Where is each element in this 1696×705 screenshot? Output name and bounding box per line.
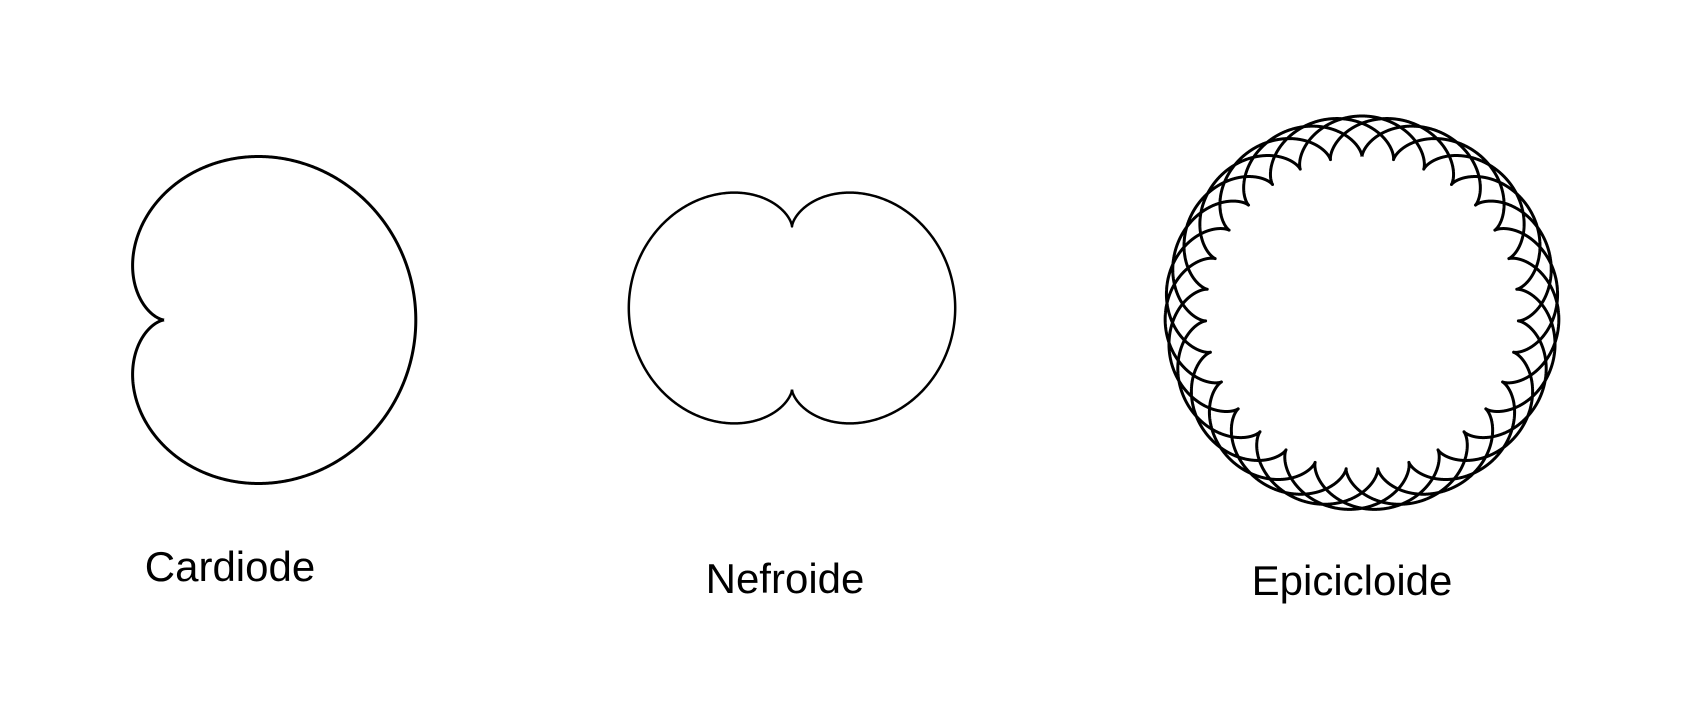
cardioide-curve xyxy=(131,154,418,486)
nefroide-curve xyxy=(627,191,957,425)
epicicloide-label: Epicicloide xyxy=(1251,557,1453,604)
cardioide-label: Cardiode xyxy=(144,543,316,590)
epicicloide-curve xyxy=(1163,114,1561,511)
nefroide-label: Nefroide xyxy=(705,555,865,602)
